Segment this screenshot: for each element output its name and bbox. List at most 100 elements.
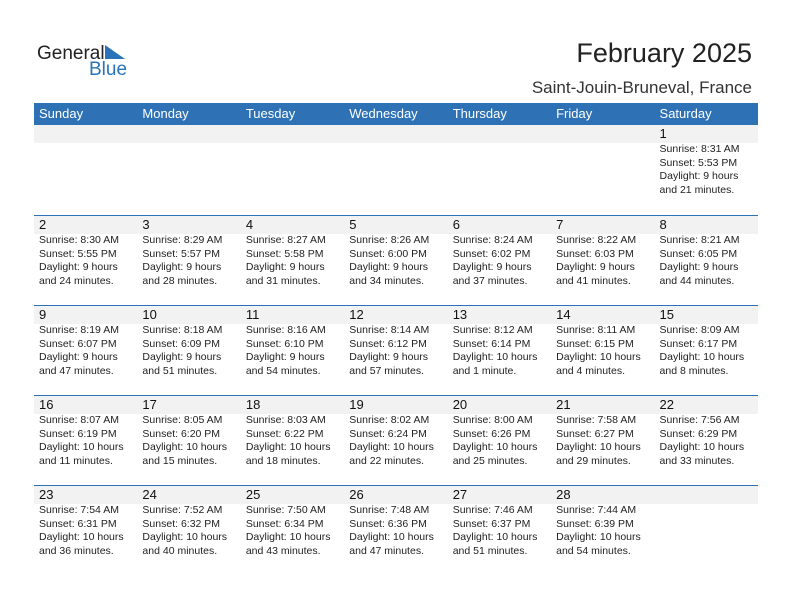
day-cell: 25 Sunrise: 7:50 AM Sunset: 6:34 PM Dayligh…	[241, 486, 344, 575]
page-title: February 2025	[576, 38, 752, 68]
logo: General Blue	[37, 43, 137, 83]
day-number: 3	[142, 217, 150, 232]
date-band	[34, 125, 758, 143]
sunrise-text: Sunrise: 7:52 AM	[142, 504, 223, 516]
week-row: 9 Sunrise: 8:19 AM Sunset: 6:07 PM Daylight…	[34, 305, 758, 395]
day-cell: 17 Sunrise: 8:05 AM Sunset: 6:20 PM Dayligh…	[137, 396, 240, 485]
sunrise-text: Sunrise: 8:18 AM	[142, 324, 223, 336]
daylight-text: Daylight: 10 hours	[659, 441, 745, 453]
sunset-text: Sunset: 6:29 PM	[659, 427, 738, 440]
sunset-text: Sunset: 6:19 PM	[39, 427, 117, 440]
sunset-text: Sunset: 6:09 PM	[142, 337, 221, 350]
minutes-text: and 8 minutes.	[659, 364, 729, 377]
day-cell: 27 Sunrise: 7:46 AM Sunset: 6:37 PM Dayligh…	[448, 486, 551, 575]
minutes-text: and 28 minutes.	[142, 274, 218, 287]
day-number: 19	[349, 397, 364, 412]
day-cell: 4 Sunrise: 8:27 AM Sunset: 5:58 PM Daylight…	[241, 216, 344, 305]
day-number: 22	[659, 397, 674, 412]
day-number: 10	[142, 307, 157, 322]
sunrise-text: Sunrise: 8:11 AM	[556, 324, 636, 336]
weekday-friday: Friday	[556, 106, 593, 121]
sunset-text: Sunset: 6:32 PM	[142, 517, 221, 530]
sunset-text: Sunset: 6:22 PM	[245, 427, 324, 440]
minutes-text: and 4 minutes.	[556, 364, 625, 377]
day-number: 11	[245, 307, 260, 322]
daylight-text: Daylight: 9 hours	[349, 351, 429, 363]
sunset-text: Sunset: 6:36 PM	[349, 517, 427, 530]
minutes-text: and 33 minutes.	[659, 454, 735, 467]
minutes-text: and 25 minutes.	[452, 454, 528, 467]
daylight-text: Daylight: 9 hours	[452, 261, 532, 273]
minutes-text: and 36 minutes.	[39, 544, 114, 557]
minutes-text: and 34 minutes.	[349, 274, 424, 287]
day-cell: 22 Sunrise: 7:56 AM Sunset: 6:29 PM Dayligh…	[655, 396, 758, 485]
daylight-text: Daylight: 9 hours	[659, 261, 739, 273]
minutes-text: and 24 minutes.	[39, 274, 114, 287]
sunrise-text: Sunrise: 8:03 AM	[245, 414, 326, 426]
sunrise-text: Sunrise: 8:19 AM	[39, 324, 119, 336]
daylight-text: Daylight: 10 hours	[452, 351, 538, 363]
day-cell: 11 Sunrise: 8:16 AM Sunset: 6:10 PM Dayligh…	[241, 306, 344, 395]
daylight-text: Daylight: 10 hours	[39, 441, 124, 453]
day-number: 28	[556, 487, 571, 502]
day-number: 26	[349, 487, 364, 502]
day-number: 8	[659, 217, 667, 232]
empty-cell	[241, 125, 344, 215]
week-row: 2 Sunrise: 8:30 AM Sunset: 5:55 PM Daylight…	[34, 215, 758, 305]
sunset-text: Sunset: 6:20 PM	[142, 427, 221, 440]
weekday-header: Sunday Monday Tuesday Wednesday Thursday Frid…	[34, 103, 758, 125]
day-number: 4	[245, 217, 254, 232]
empty-cell	[655, 486, 758, 575]
sunset-text: Sunset: 6:14 PM	[452, 337, 531, 350]
sunset-text: Sunset: 6:15 PM	[556, 337, 634, 350]
day-cell: 26 Sunrise: 7:48 AM Sunset: 6:36 PM Dayligh…	[344, 486, 447, 575]
calendar-grid: 1 Sunrise: 8:31 AM Sunset: 5:53 PM Daylight…	[34, 125, 758, 575]
minutes-text: and 21 minutes.	[659, 183, 735, 196]
sunrise-text: Sunrise: 7:50 AM	[245, 504, 326, 516]
sunset-text: Sunset: 5:58 PM	[245, 247, 324, 260]
date-band	[34, 486, 758, 504]
day-cell: 16 Sunrise: 8:07 AM Sunset: 6:19 PM Dayligh…	[34, 396, 137, 485]
sunset-text: Sunset: 6:00 PM	[349, 247, 427, 260]
day-cell: 10 Sunrise: 8:18 AM Sunset: 6:09 PM Dayligh…	[137, 306, 240, 395]
sunrise-text: Sunrise: 8:05 AM	[142, 414, 223, 426]
sunset-text: Sunset: 6:27 PM	[556, 427, 634, 440]
daylight-text: Daylight: 9 hours	[556, 261, 635, 273]
day-number: 24	[142, 487, 157, 502]
daylight-text: Daylight: 9 hours	[142, 261, 222, 273]
day-number: 25	[245, 487, 261, 502]
daylight-text: Daylight: 10 hours	[556, 351, 641, 363]
sunrise-text: Sunrise: 8:16 AM	[245, 324, 326, 336]
day-cell: 9 Sunrise: 8:19 AM Sunset: 6:07 PM Daylight…	[34, 306, 137, 395]
sunrise-text: Sunrise: 8:29 AM	[142, 234, 223, 246]
daylight-text: Daylight: 10 hours	[556, 441, 641, 453]
day-cell: 19 Sunrise: 8:02 AM Sunset: 6:24 PM Dayligh…	[344, 396, 447, 485]
day-number: 6	[452, 217, 460, 232]
minutes-text: and 43 minutes.	[245, 544, 321, 557]
day-cell: 7 Sunrise: 8:22 AM Sunset: 6:03 PM Daylight…	[551, 216, 654, 305]
weekday-saturday: Saturday	[659, 106, 712, 121]
daylight-text: Daylight: 9 hours	[659, 170, 739, 182]
minutes-text: and 15 minutes.	[142, 454, 218, 467]
day-cell: 28 Sunrise: 7:44 AM Sunset: 6:39 PM Dayligh…	[551, 486, 654, 575]
day-number: 23	[39, 487, 54, 502]
weekday-thursday: Thursday	[452, 106, 507, 121]
sunrise-text: Sunrise: 7:48 AM	[349, 504, 430, 516]
daylight-text: Daylight: 10 hours	[452, 441, 538, 453]
weekday-tuesday: Tuesday	[245, 106, 296, 121]
daylight-text: Daylight: 10 hours	[349, 531, 434, 543]
day-number: 13	[452, 307, 468, 322]
minutes-text: and 37 minutes.	[452, 274, 528, 287]
sunrise-text: Sunrise: 8:27 AM	[245, 234, 326, 246]
day-number: 12	[349, 307, 364, 322]
sunset-text: Sunset: 6:26 PM	[452, 427, 531, 440]
minutes-text: and 31 minutes.	[245, 274, 321, 287]
week-row: 16 Sunrise: 8:07 AM Sunset: 6:19 PM Dayligh…	[34, 395, 758, 485]
empty-cell	[551, 125, 654, 215]
sunset-text: Sunset: 6:12 PM	[349, 337, 427, 350]
day-number: 14	[556, 307, 571, 322]
daylight-text: Daylight: 10 hours	[142, 441, 228, 453]
day-cell: 8 Sunrise: 8:21 AM Sunset: 6:05 PM Daylight…	[655, 216, 758, 305]
daylight-text: Daylight: 9 hours	[245, 351, 325, 363]
weekday-sunday: Sunday	[39, 106, 84, 121]
